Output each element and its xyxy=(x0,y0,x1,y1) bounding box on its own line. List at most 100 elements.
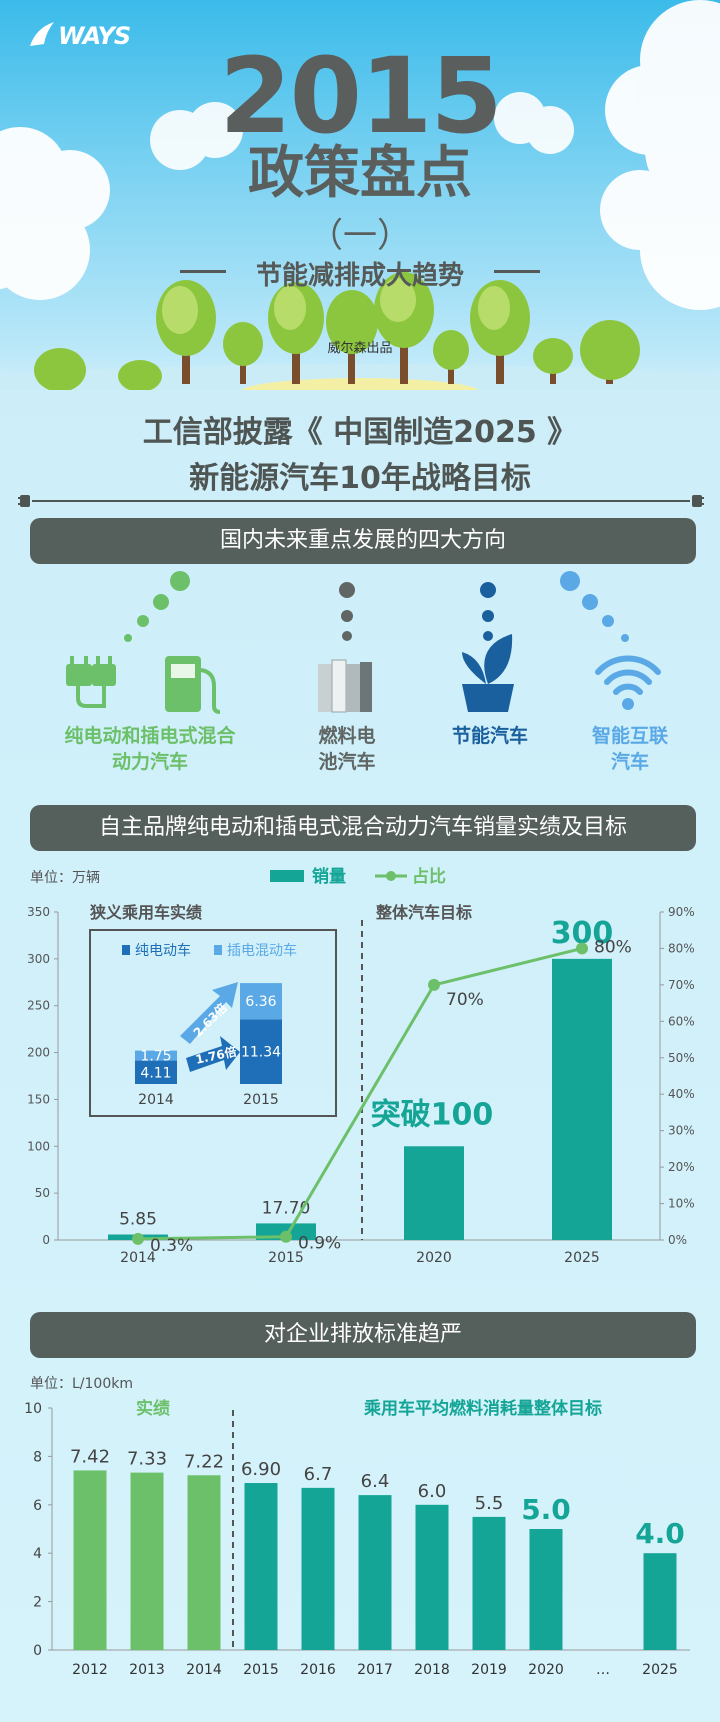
fuel-value-label: 7.22 xyxy=(184,1451,224,1472)
x-tick-label: 2016 xyxy=(300,1662,336,1678)
fuel-bar xyxy=(472,1516,506,1650)
inset-bar-phev xyxy=(135,1050,177,1061)
direction-label-efficient: 节能汽车 xyxy=(451,725,528,747)
y-tick-label-left: 150 xyxy=(27,1092,50,1106)
fuel-bar xyxy=(130,1472,164,1650)
y-tick-label-left: 300 xyxy=(27,952,50,966)
y-tick-label-right: 50% xyxy=(668,1051,695,1065)
cloud-left-icon xyxy=(0,127,110,300)
inset-bar-ev xyxy=(240,1019,282,1084)
y-tick-label-right: 60% xyxy=(668,1014,695,1028)
legend-marker-share xyxy=(386,871,396,881)
inset-legend-swatch-phev xyxy=(214,945,222,955)
x-tick-label: 2015 xyxy=(268,1250,304,1266)
fuel-bar xyxy=(187,1475,221,1650)
label-target: 整体汽车目标 xyxy=(375,903,472,922)
subtitle-line-left xyxy=(180,270,226,273)
y-tick-label-left: 200 xyxy=(27,1046,50,1060)
y-tick-label: 8 xyxy=(33,1449,42,1465)
inset-frame xyxy=(89,929,337,1117)
label-breakthrough: 突破100 xyxy=(371,1097,494,1132)
share-point xyxy=(576,942,588,955)
x-tick-label: … xyxy=(596,1662,610,1678)
x-tick-label: 2018 xyxy=(414,1662,450,1678)
y-tick-label-right: 90% xyxy=(668,905,695,919)
share-line xyxy=(137,946,583,1241)
y-tick-label-left: 50 xyxy=(35,1186,50,1200)
fuel-chart: 0 2 4 6 8 10 实绩 乘用车平均燃料消耗量整体目标 2012 7.42 2013 7.33 2… xyxy=(24,1398,690,1678)
inset-legend-ev: 纯电动车 xyxy=(135,942,191,959)
inset-bar-ev xyxy=(135,1060,177,1084)
share-value-label: 0.9% xyxy=(298,1234,341,1254)
x-tick-label: 2025 xyxy=(564,1250,600,1266)
legend-swatch-sales xyxy=(270,870,304,882)
fuel-value-label: 4.0 xyxy=(635,1517,685,1550)
publisher-label: 威尔森出品 xyxy=(327,341,393,356)
fuel-value-label: 5.0 xyxy=(521,1493,571,1526)
directions-icons xyxy=(66,571,661,714)
section3-unit: 单位：L/100km xyxy=(30,1376,133,1392)
y-tick-label-left: 350 xyxy=(27,905,50,919)
direction-label-connected: 智能互联 汽车 xyxy=(591,725,668,773)
share-value-label: 70% xyxy=(446,990,484,1010)
direction-label-ev: 纯电动和插电式混合 动力汽车 xyxy=(64,725,236,773)
legend-label-share: 占比 xyxy=(412,866,446,887)
fuel-value-label: 6.90 xyxy=(241,1459,281,1480)
header-illustration xyxy=(0,0,720,390)
y-tick-label-left: 250 xyxy=(27,999,50,1013)
fuel-bar xyxy=(244,1483,278,1650)
fuel-value-label: 5.5 xyxy=(475,1493,504,1514)
y-tick-label-right: 40% xyxy=(668,1087,695,1101)
y-tick-label: 4 xyxy=(33,1546,42,1562)
x-tick-label: 2014 xyxy=(186,1662,222,1678)
inset-value-phev: 1.75 xyxy=(140,1049,171,1065)
x-tick-label: 2014 xyxy=(120,1250,156,1266)
inset-x-label: 2014 xyxy=(138,1092,174,1108)
header-subtitle: 节能减排成大趋势 xyxy=(255,261,464,291)
y-tick-label-left: 0 xyxy=(42,1233,50,1247)
sales-chart: 销量 占比 0 50 100 150 200 250 300 350 0% 10% 20% 30% 40% 5… xyxy=(27,866,695,1266)
header-part: （一） xyxy=(309,216,411,256)
x-tick-label: 2012 xyxy=(72,1662,108,1678)
inset-value-ev: 4.11 xyxy=(140,1065,171,1081)
y-tick-label-right: 30% xyxy=(668,1124,695,1138)
share-point xyxy=(280,1230,292,1243)
growth-label-phev: 2.63倍 xyxy=(190,1000,230,1040)
fuel-bar xyxy=(643,1553,677,1650)
section3-band: 对企业排放标准趋严 xyxy=(30,1312,696,1358)
x-tick-label: 2020 xyxy=(416,1250,452,1266)
y-tick-label-right: 20% xyxy=(668,1160,695,1174)
fuel-value-label: 6.4 xyxy=(361,1471,390,1492)
inset-value-phev: 6.36 xyxy=(245,994,276,1010)
brand-logo: WAYS xyxy=(58,22,131,50)
x-tick-label: 2017 xyxy=(357,1662,393,1678)
share-value-label: 0.3% xyxy=(150,1236,193,1256)
y-tick-label-right: 0% xyxy=(668,1233,687,1247)
y-tick-label: 6 xyxy=(33,1498,42,1514)
section1-band: 国内未来重点发展的四大方向 xyxy=(30,518,696,564)
trees-icon xyxy=(34,272,640,390)
x-tick-label: 2015 xyxy=(243,1662,279,1678)
fuel-bar xyxy=(301,1487,335,1650)
y-tick-label-right: 80% xyxy=(668,941,695,955)
y-tick-label: 10 xyxy=(24,1401,42,1417)
fuel-bar xyxy=(358,1495,392,1650)
fuel-value-label: 7.42 xyxy=(70,1446,110,1467)
label-actual: 实绩 xyxy=(136,1398,170,1419)
section2-unit: 单位：万辆 xyxy=(30,870,100,886)
x-tick-label: 2020 xyxy=(528,1662,564,1678)
fuel-bar xyxy=(415,1504,449,1650)
sales-bar xyxy=(404,1146,464,1240)
inset-legend-phev: 插电混动车 xyxy=(227,942,297,959)
x-tick-label: 2025 xyxy=(642,1662,678,1678)
growth-arrow-phev xyxy=(180,982,238,1044)
header-title: 政策盘点 xyxy=(248,141,472,206)
inset-legend-swatch-ev xyxy=(122,945,130,955)
sales-value-label: 5.85 xyxy=(119,1210,157,1230)
fuel-value-label: 6.7 xyxy=(304,1464,333,1485)
section1-title-line2: 新能源汽车10年战略目标 xyxy=(189,461,531,496)
y-tick-label-right: 10% xyxy=(668,1197,695,1211)
plug-and-charger-icon xyxy=(66,656,221,714)
inset-x-label: 2015 xyxy=(243,1092,279,1108)
